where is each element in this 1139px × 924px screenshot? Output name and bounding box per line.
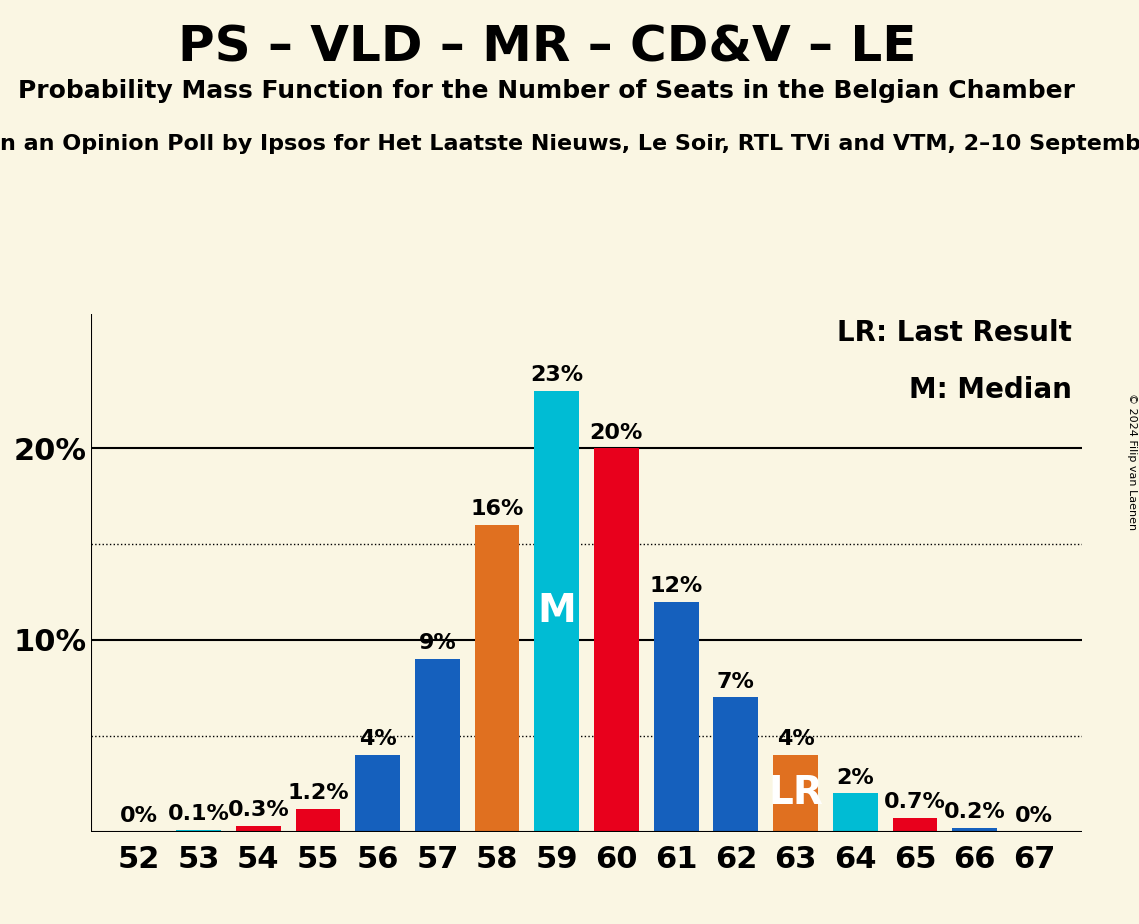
Bar xyxy=(415,659,460,832)
Bar xyxy=(713,698,759,832)
Bar xyxy=(355,755,400,832)
Text: 2%: 2% xyxy=(836,768,874,787)
Text: 0.3%: 0.3% xyxy=(228,800,289,821)
Text: 23%: 23% xyxy=(530,365,583,385)
Text: 0%: 0% xyxy=(120,806,158,826)
Text: 4%: 4% xyxy=(359,729,396,749)
Text: Probability Mass Function for the Number of Seats in the Belgian Chamber: Probability Mass Function for the Number… xyxy=(18,79,1075,103)
Bar xyxy=(833,794,877,832)
Text: PS – VLD – MR – CD&V – LE: PS – VLD – MR – CD&V – LE xyxy=(178,23,916,71)
Text: M: Median: M: Median xyxy=(909,376,1072,405)
Text: 9%: 9% xyxy=(418,633,457,653)
Text: 4%: 4% xyxy=(777,729,814,749)
Bar xyxy=(952,828,997,832)
Bar xyxy=(296,808,341,832)
Text: 12%: 12% xyxy=(649,576,703,596)
Bar xyxy=(534,391,579,832)
Bar xyxy=(475,525,519,832)
Text: M: M xyxy=(538,592,576,630)
Bar xyxy=(773,755,818,832)
Bar xyxy=(654,602,698,832)
Text: LR: Last Result: LR: Last Result xyxy=(837,320,1072,347)
Text: LR: LR xyxy=(768,774,823,812)
Bar xyxy=(893,818,937,832)
Text: 20%: 20% xyxy=(590,422,644,443)
Text: © 2024 Filip van Laenen: © 2024 Filip van Laenen xyxy=(1126,394,1137,530)
Text: 1.2%: 1.2% xyxy=(287,783,349,803)
Bar xyxy=(177,830,221,832)
Text: 16%: 16% xyxy=(470,499,524,519)
Text: 7%: 7% xyxy=(716,672,755,692)
Text: 0.7%: 0.7% xyxy=(884,793,945,812)
Text: 0%: 0% xyxy=(1015,806,1054,826)
Text: n an Opinion Poll by Ipsos for Het Laatste Nieuws, Le Soir, RTL TVi and VTM, 2–1: n an Opinion Poll by Ipsos for Het Laats… xyxy=(0,134,1139,154)
Bar xyxy=(236,826,280,832)
Bar xyxy=(595,448,639,832)
Text: 0.1%: 0.1% xyxy=(167,804,229,824)
Text: 0.2%: 0.2% xyxy=(944,802,1006,822)
